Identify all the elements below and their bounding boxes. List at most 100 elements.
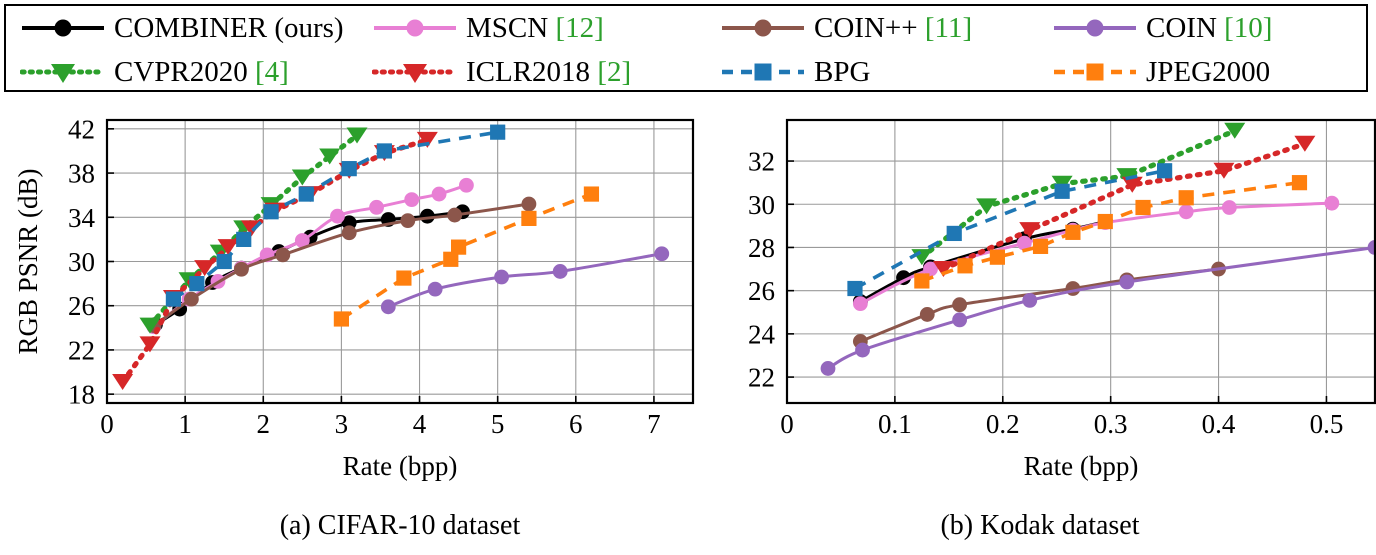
legend-reference-mscn: [12] (555, 12, 604, 44)
data-point (333, 311, 349, 327)
axis-ticks: 0 0.1 0.2 0.3 0.4 0.5 22 24 26 28 30 32 (748, 147, 1343, 439)
data-point (139, 317, 161, 334)
legend-marker-combiner (22, 19, 104, 37)
data-point (1019, 222, 1041, 239)
data-point (952, 312, 968, 328)
legend-marker-cvpr2020 (20, 64, 106, 83)
series-iclr2018-2 (112, 131, 438, 390)
data-point (1178, 190, 1194, 206)
legend-item-bpg[interactable]: BPG (706, 50, 1038, 94)
y-tick-label: 26 (68, 291, 95, 321)
data-point (236, 231, 252, 247)
data-point (1157, 163, 1173, 179)
data-point (396, 270, 412, 286)
x-tick-label: 5 (491, 409, 505, 439)
legend-item-cvpr2020[interactable]: CVPR2020 [4] (6, 50, 358, 94)
data-point (369, 199, 384, 215)
chart-kodak-svg: 0 0.1 0.2 0.3 0.4 0.5 22 24 26 28 30 32 Rate (bpp) (748, 118, 1376, 481)
x-tick-label: 0.1 (878, 409, 912, 439)
grid-lines (786, 120, 1375, 403)
legend-label-iclr2018: ICLR2018 [2] (466, 56, 632, 88)
data-point (521, 196, 537, 212)
data-point (1294, 135, 1316, 152)
data-point (1054, 183, 1070, 199)
series-cvpr2020-4 (911, 122, 1246, 266)
legend-label-bpg: BPG (814, 56, 871, 88)
data-point (1178, 204, 1194, 220)
legend-label-jpeg2000: JPEG2000 (1146, 56, 1271, 88)
data-point (376, 143, 392, 159)
legend-marker-jpeg2000 (1054, 63, 1136, 81)
data-point (298, 186, 314, 202)
data-point (427, 281, 443, 297)
data-point (919, 307, 935, 322)
x-tick-label: 0 (780, 409, 794, 439)
x-tick-label: 3 (335, 409, 349, 439)
legend-item-jpeg2000[interactable]: JPEG2000 (1038, 50, 1368, 94)
y-tick-label: 28 (748, 233, 775, 263)
data-point (330, 208, 345, 224)
data-point (946, 225, 962, 242)
legend-item-coin[interactable]: COIN [10] (1038, 6, 1368, 50)
x-tick-label: 2 (257, 409, 271, 439)
series-coin-10 (380, 246, 670, 315)
legend-reference-cvpr2020: [4] (255, 56, 289, 88)
legend-item-combiner[interactable]: COMBINER (ours) (6, 6, 358, 50)
data-point (1135, 199, 1151, 216)
legend-label-cvpr2020: CVPR2020 [4] (114, 56, 289, 88)
data-point (1116, 168, 1138, 185)
data-point (1016, 235, 1032, 251)
data-point (189, 276, 205, 292)
data-point (404, 192, 420, 207)
data-point (1221, 200, 1237, 215)
data-point (1065, 224, 1081, 240)
data-point (957, 258, 973, 274)
data-point (443, 251, 459, 267)
data-point (263, 204, 279, 220)
legend-marker-mscn (374, 19, 456, 37)
y-tick-label: 18 (68, 380, 95, 410)
y-tick-label: 30 (68, 247, 95, 277)
y-tick-label: 30 (748, 190, 775, 220)
data-point (1121, 176, 1143, 193)
data-point (112, 373, 134, 390)
data-point (341, 225, 357, 241)
legend-reference-coinpp: [11] (924, 12, 973, 44)
legend-item-coinpp[interactable]: COIN++ [11] (706, 6, 1038, 50)
data-point (1097, 213, 1113, 230)
plot-frame (785, 118, 1376, 405)
data-point (1224, 122, 1246, 139)
legend-reference-iclr2018: [2] (597, 56, 632, 88)
data-point (1324, 195, 1340, 211)
data-point (451, 239, 467, 255)
legend-label-mscn: MSCN [12] (466, 12, 604, 44)
x-tick-label: 0.3 (1094, 409, 1128, 439)
legend-item-iclr2018[interactable]: ICLR2018 [2] (358, 50, 706, 94)
legend-marker-coin (1054, 19, 1136, 37)
legend-item-mscn[interactable]: MSCN [12] (358, 6, 706, 50)
y-tick-label: 34 (68, 203, 96, 233)
data-point (820, 361, 836, 376)
data-point (459, 177, 474, 193)
data-point (165, 291, 182, 307)
legend-marker-bpg (722, 63, 804, 81)
legend-label-coin: COIN [10] (1146, 12, 1273, 44)
x-axis-label: Rate (bpp) (1024, 451, 1139, 481)
data-point (923, 261, 938, 277)
data-point (194, 260, 216, 277)
series-combiner-ours (148, 204, 470, 332)
data-point (914, 273, 930, 289)
legend-label-coinpp: COIN++ [11] (814, 12, 973, 44)
data-point (341, 161, 357, 177)
series-layer (820, 122, 1376, 376)
series-bpg (847, 163, 1173, 297)
data-point (431, 186, 447, 202)
series-bpg (165, 124, 506, 307)
data-point (847, 280, 863, 297)
series-jpeg2000 (914, 175, 1308, 289)
x-tick-label: 0.4 (1202, 409, 1236, 439)
data-point (275, 247, 291, 263)
x-tick-label: 0 (100, 409, 114, 439)
